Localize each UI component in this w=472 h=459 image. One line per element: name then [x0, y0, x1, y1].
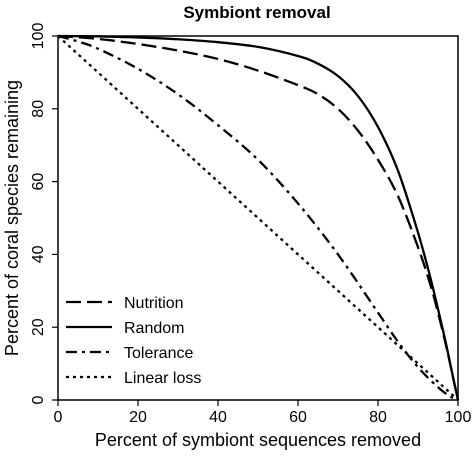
series-line-tolerance	[57, 34, 459, 402]
x-tick-label: 0	[54, 409, 63, 426]
x-tick-label: 40	[209, 409, 227, 426]
y-tick-label: 20	[30, 318, 47, 336]
x-tick-label: 20	[129, 409, 147, 426]
y-axis-label: Percent of coral species remaining	[2, 80, 22, 356]
y-tick-label: 100	[30, 23, 47, 50]
series-layer	[57, 34, 460, 402]
legend-label: Nutrition	[124, 295, 184, 312]
y-tick-label: 0	[30, 395, 47, 404]
legend-label: Tolerance	[124, 345, 193, 362]
x-tick-label: 100	[445, 409, 472, 426]
legend-label: Random	[124, 320, 184, 337]
y-axis: 0 20 40 60 80 100	[30, 23, 58, 404]
series-line-nutrition	[57, 34, 460, 401]
y-tick-label: 80	[30, 100, 47, 118]
plot-frame	[57, 35, 459, 401]
legend: Nutrition Random Tolerance Linear loss	[66, 295, 201, 387]
x-tick-label: 60	[289, 409, 307, 426]
x-axis-label: Percent of symbiont sequences removed	[95, 430, 421, 450]
chart-title: Symbiont removal	[183, 3, 330, 22]
y-tick-label: 60	[30, 173, 47, 191]
x-axis: 0 20 40 60 80 100	[54, 400, 472, 426]
series-line-random	[57, 34, 460, 401]
legend-label: Linear loss	[124, 370, 201, 387]
x-tick-label: 80	[369, 409, 387, 426]
series-line-linear-loss	[57, 35, 459, 401]
y-tick-label: 40	[30, 245, 47, 263]
